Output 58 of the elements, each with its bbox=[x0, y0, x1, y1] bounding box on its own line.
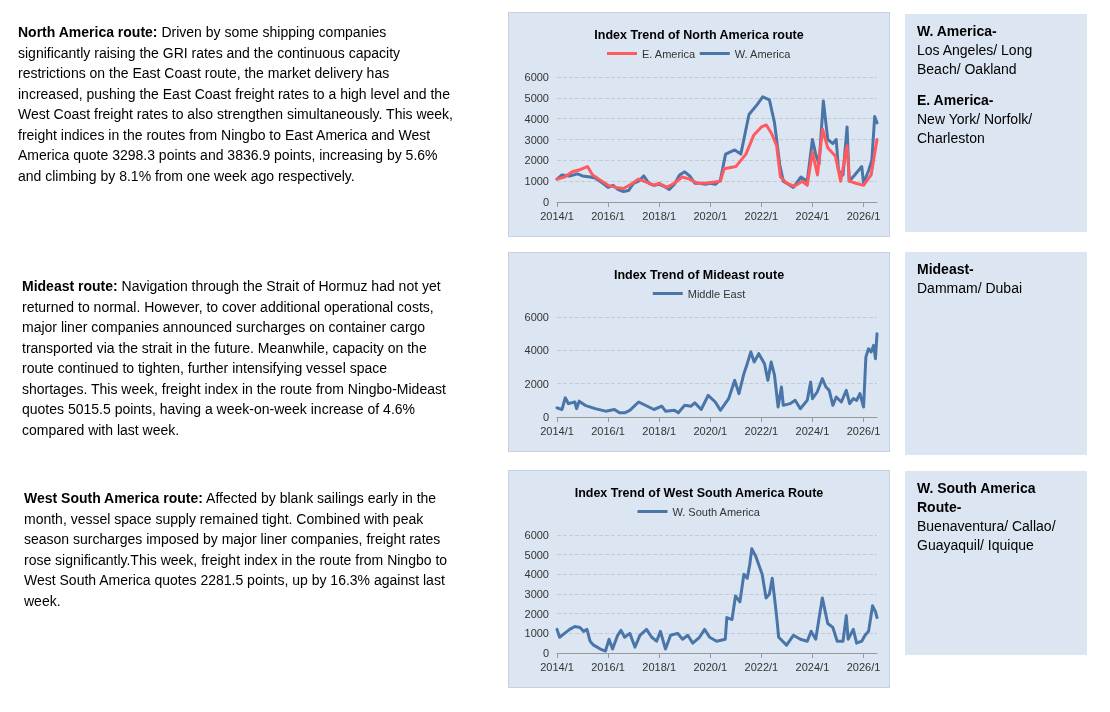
x-tick-label: 2018/1 bbox=[642, 424, 677, 437]
y-tick-label: 2000 bbox=[524, 154, 549, 167]
x-tick-label: 2018/1 bbox=[642, 209, 677, 222]
y-tick-label: 2000 bbox=[524, 607, 549, 620]
x-tick-label: 2022/1 bbox=[744, 424, 779, 437]
text: W. America- bbox=[917, 22, 998, 41]
text: New York/ Norfolk/ Charleston bbox=[917, 111, 1033, 146]
chart-title: Index Trend of Mideast route bbox=[613, 267, 785, 282]
y-tick-label: 1000 bbox=[524, 627, 549, 640]
legend-label: Middle East bbox=[687, 287, 746, 300]
y-tick-label: 4000 bbox=[524, 112, 549, 125]
legend-label: W. South America bbox=[672, 505, 761, 518]
chart-title: Index Trend of West South America Route bbox=[574, 485, 824, 500]
y-tick-label: 6000 bbox=[524, 529, 549, 541]
text: Los Angeles/ Long Beach/ Oakland bbox=[917, 42, 1033, 77]
x-tick-label: 2022/1 bbox=[744, 209, 779, 222]
y-tick-label: 6000 bbox=[524, 311, 549, 323]
y-tick-label: 0 bbox=[542, 411, 549, 423]
y-tick-label: 6000 bbox=[524, 71, 549, 83]
legend-label: W. America bbox=[734, 47, 792, 60]
text: E. America- bbox=[917, 91, 995, 110]
text: North America route: bbox=[18, 24, 158, 40]
text: Dammam/ Dubai bbox=[917, 280, 1023, 296]
x-tick-label: 2016/1 bbox=[591, 660, 625, 673]
chart-title: Index Trend of North America route bbox=[594, 27, 804, 42]
x-tick-label: 2022/1 bbox=[744, 660, 779, 673]
x-tick-label: 2014/1 bbox=[540, 209, 574, 222]
x-tick-label: 2018/1 bbox=[642, 660, 677, 673]
text: W. South America Route- bbox=[917, 479, 1037, 517]
x-tick-label: 2024/1 bbox=[795, 209, 830, 222]
y-tick-label: 0 bbox=[542, 196, 549, 208]
x-tick-label: 2016/1 bbox=[591, 209, 625, 222]
x-tick-label: 2024/1 bbox=[795, 424, 830, 437]
x-tick-label: 2020/1 bbox=[693, 424, 728, 437]
y-tick-label: 0 bbox=[542, 647, 549, 659]
legend-label: E. America bbox=[641, 47, 697, 60]
x-tick-label: 2026/1 bbox=[846, 209, 881, 222]
line-series bbox=[555, 123, 879, 190]
x-tick-label: 2020/1 bbox=[693, 209, 728, 222]
y-tick-label: 2000 bbox=[524, 377, 549, 390]
text: Mideast route: bbox=[22, 278, 118, 294]
x-tick-label: 2026/1 bbox=[846, 660, 881, 673]
y-tick-label: 4000 bbox=[524, 568, 549, 581]
text: Buenaventura/ Callao/ Guayaquil/ Iquique bbox=[917, 518, 1056, 553]
y-tick-label: 1000 bbox=[524, 175, 549, 188]
text: Mideast- bbox=[917, 260, 975, 279]
x-tick-label: 2014/1 bbox=[540, 660, 574, 673]
x-tick-label: 2016/1 bbox=[591, 424, 625, 437]
y-tick-label: 5000 bbox=[524, 548, 549, 561]
y-tick-label: 3000 bbox=[524, 588, 549, 600]
x-tick-label: 2026/1 bbox=[846, 424, 881, 437]
text: West South America route: bbox=[24, 490, 203, 506]
x-tick-label: 2024/1 bbox=[795, 660, 830, 673]
y-tick-label: 4000 bbox=[524, 344, 549, 357]
x-tick-label: 2014/1 bbox=[540, 424, 574, 437]
y-tick-label: 3000 bbox=[524, 133, 549, 146]
y-tick-label: 5000 bbox=[524, 91, 549, 104]
x-tick-label: 2020/1 bbox=[693, 660, 728, 673]
